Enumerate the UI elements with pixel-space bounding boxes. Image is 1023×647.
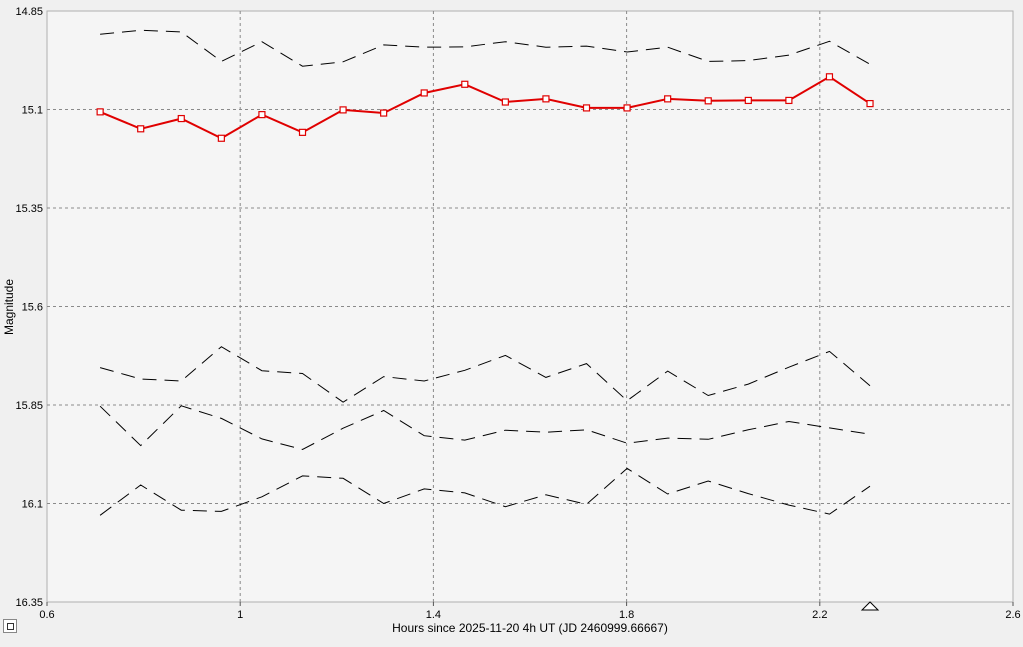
target-star-point [582,104,591,112]
target-star-line [99,75,871,140]
tick-labels: 0.6 1 1.4 1.8 2.2 2.6 14.85 15.1 15.35 15.6 15.85 1… [15,6,1020,621]
y-tick-label: 15.85 [15,400,43,412]
target-star-point [866,99,874,108]
x-tick-label: 2.6 [1005,609,1020,621]
target-star-point [96,108,104,116]
x-tick-label: 0.6 [39,609,54,621]
y-tick-label: 16.35 [15,597,43,609]
target-star-point [339,106,347,114]
target-star-point [623,104,631,112]
comparison-star-line-1 [100,29,871,67]
target-star-point [461,80,469,88]
x-axis-title: Hours since 2025-11-20 4h UT (JD 2460999… [392,621,668,635]
y-tick-label: 14.85 [15,6,43,18]
x-tick-label: 2.2 [812,609,827,621]
target-star-point [380,109,388,117]
comparison-star-line-3 [99,405,871,451]
target-star-point [825,73,834,81]
x-tick-label: 1 [237,609,243,621]
target-star-point [501,98,509,106]
y-tick-label: 15.1 [22,105,43,117]
corner-toggle-button[interactable] [3,619,17,633]
target-star-point [258,111,266,119]
target-star-point [744,96,752,105]
comparison-star-line-4 [99,467,871,516]
series-group [96,29,880,611]
x-tick-label: 1.8 [619,609,634,621]
target-star-point [664,95,672,103]
y-tick-label: 15.6 [22,302,43,314]
target-star-point [420,89,428,97]
comparison-star-line-2 [99,346,871,403]
target-star-point [137,125,145,133]
target-star-point [785,96,793,105]
target-star-point [542,95,550,103]
square-icon [7,623,14,630]
grid-lines [47,11,1013,602]
y-tick-label: 15.35 [15,203,43,215]
target-star-point [704,97,712,105]
target-star-point [298,128,307,136]
y-tick-label: 16.1 [22,499,43,511]
y-axis-title: Magnitude [2,279,16,335]
triangle-marker [860,601,880,611]
x-tick-label: 1.4 [426,609,441,621]
target-star-point [177,114,185,123]
target-star-point [217,134,225,142]
